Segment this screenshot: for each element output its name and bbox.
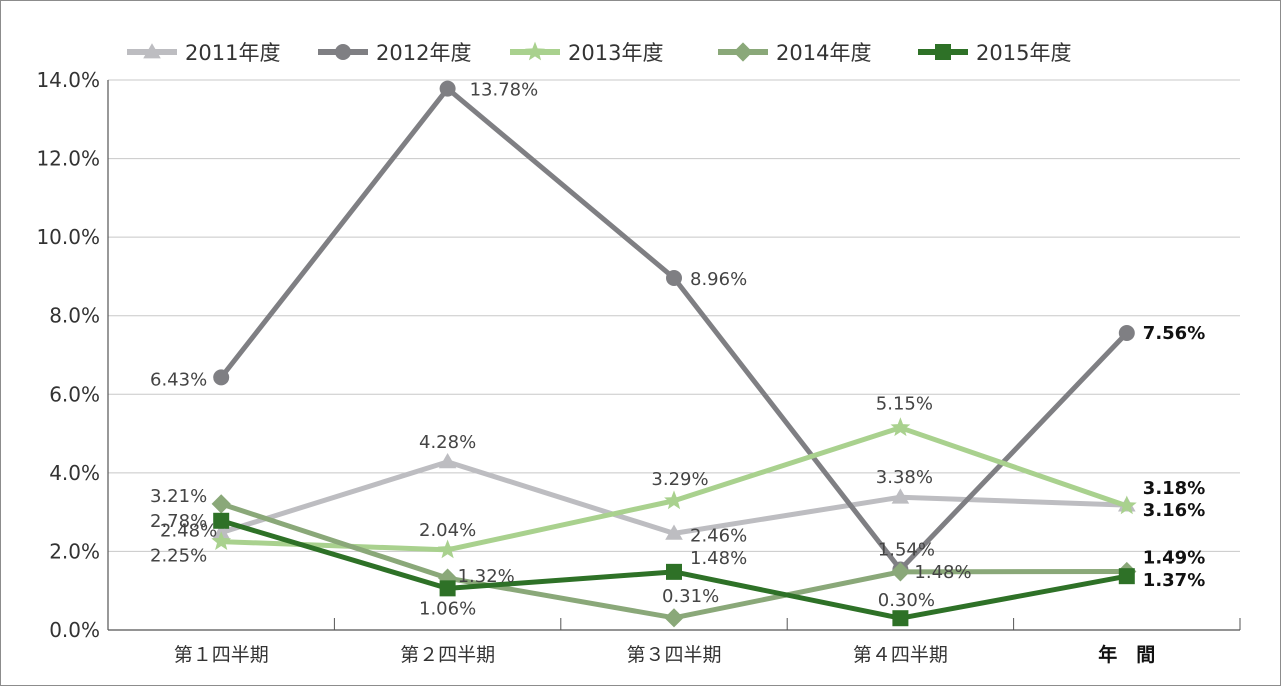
y-tick-label: 2.0% [49,539,100,563]
y-tick-label: 12.0% [36,147,100,171]
data-label: 3.16% [1143,500,1205,521]
data-label: 0.31% [662,586,719,607]
y-tick-label: 10.0% [36,225,100,249]
legend-marker [733,42,753,62]
x-tick-label: 第１四半期 [174,644,269,666]
data-point [211,531,232,550]
data-point [438,453,457,469]
x-tick-label: 第２四半期 [400,644,495,666]
legend-label: 2013年度 [568,41,663,65]
legend-marker [335,44,351,60]
data-point [664,608,684,628]
legend-item: 2015年度 [918,41,1071,65]
data-point [213,512,230,529]
data-point [890,562,910,582]
y-tick-label: 8.0% [49,304,100,328]
axes [107,80,1241,631]
y-tick-label: 4.0% [49,461,100,485]
data-label: 2.46% [690,525,747,546]
x-tick-label: 年 間 [1098,643,1155,666]
legend-marker [525,41,545,61]
legend-item: 2014年度 [718,41,871,65]
data-point [439,580,456,597]
legend-item: 2013年度 [510,41,663,65]
data-label: 3.38% [876,467,933,488]
series-markers [211,80,1137,628]
data-label: 13.78% [470,80,539,101]
y-tick-label: 0.0% [49,618,100,642]
data-label: 8.96% [690,269,747,290]
x-axis-ticks: 第１四半期 第２四半期 第３四半期 第４四半期 年 間 [174,643,1156,666]
data-label: 7.56% [1143,323,1205,344]
data-point [892,610,909,627]
data-point [211,494,231,514]
data-point [664,490,684,510]
data-point [666,563,682,580]
data-label: 3.21% [150,486,207,507]
y-tick-label: 6.0% [49,382,100,406]
data-label: 1.48% [690,548,747,569]
legend: 2011年度 2012年度 2013年度 2014年度 2015年度 [127,41,1071,65]
data-label: 1.06% [419,598,476,619]
legend-label: 2011年度 [185,41,280,65]
legend-label: 2015年度 [976,41,1071,65]
legend-label: 2014年度 [776,41,871,65]
data-label: 0.30% [878,590,935,611]
legend-marker [935,44,951,60]
data-label: 2.04% [419,520,476,541]
data-point [437,539,458,559]
data-label: 1.54% [878,540,935,561]
data-point [891,488,910,504]
data-label: 3.29% [651,469,708,490]
legend-item: 2012年度 [318,41,471,65]
y-axis-ticks: 0.0% 2.0% 4.0% 6.0% 8.0% 10.0% 12.0% 14.0% [36,68,100,642]
data-label: 2.48% [160,521,217,542]
gridlines [108,79,1240,552]
data-labels: 2.48% 4.28% 2.46% 3.38% 3.18% 6.43% 13.78% 8.96… [150,80,1205,620]
data-label: 1.48% [914,562,971,583]
data-label: 1.32% [458,566,515,587]
legend-marker [143,43,161,59]
data-label: 3.18% [1143,478,1205,499]
data-point [213,369,230,386]
data-label: 2.25% [150,546,207,567]
legend-item: 2011年度 [127,41,280,65]
data-label: 2.78% [150,511,207,532]
data-label: 1.49% [1143,547,1205,568]
y-tick-label: 14.0% [36,68,100,92]
x-tick-label: 第４四半期 [853,644,948,666]
data-point [665,524,683,540]
data-point [890,417,911,437]
data-label: 6.43% [150,369,207,390]
data-label: 4.28% [419,432,476,453]
x-tick-label: 第３四半期 [626,644,721,666]
data-point [1118,568,1135,585]
data-label: 5.15% [876,394,933,415]
data-point [438,568,458,588]
data-point [1118,325,1135,341]
data-point [1116,495,1137,515]
data-label: 1.37% [1143,570,1205,591]
data-point [666,270,682,286]
legend-label: 2012年度 [376,41,471,65]
data-point [439,80,456,97]
